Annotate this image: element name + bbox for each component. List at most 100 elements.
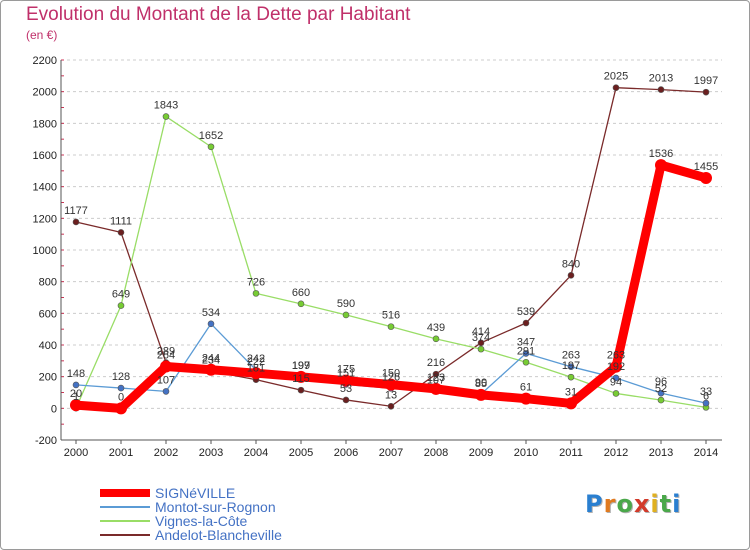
legend-label: Andelot-Blancheville [155,527,282,543]
data-label-s0: 85 [475,378,487,390]
data-label-s3: 13 [385,389,397,401]
data-label-s1: 33 [700,386,712,398]
data-label-s1: 263 [562,350,580,362]
data-point-s2 [297,300,305,308]
data-label-s0: 263 [607,350,625,362]
data-label-s0: 175 [337,364,355,376]
data-point-s0 [520,392,532,405]
data-label-s0: 222 [247,356,265,368]
legend-swatch [100,520,150,522]
data-label-s3: 289 [157,346,175,358]
logo-letter: t [659,490,673,518]
data-label-s0: 123 [427,372,445,384]
data-label-s1: 126 [382,371,400,383]
chart-subtitle: (en €) [26,28,58,42]
legend-item: Montot-sur-Rognon [100,499,330,515]
data-point-s3 [702,88,710,96]
data-label-s0: 20 [70,388,82,400]
data-label-s3: 216 [427,357,445,369]
data-label-s2: 52 [655,383,667,395]
data-label-s0: 61 [520,382,532,394]
data-label-s1: 107 [157,374,175,386]
x-tick-label: 2002 [154,447,178,459]
data-label-s2: 649 [112,289,130,301]
y-tick-label: 600 [39,308,57,320]
data-label-s3: 1111 [110,215,132,227]
x-tick-label: 2003 [199,447,223,459]
y-tick-label: 0 [51,403,57,415]
data-label-s3: 2013 [649,73,673,85]
data-point-s1 [522,350,530,357]
legend-label: Vignes-la-Côte [155,513,248,529]
legend-swatch [100,489,150,497]
data-point-s2 [432,335,440,343]
data-label-s1: 197 [292,360,310,372]
data-point-s2 [117,302,125,309]
data-label-s0: 199 [292,360,310,372]
data-label-s3: 840 [562,258,580,270]
data-point-s3 [432,370,440,378]
data-point-s3 [522,319,530,327]
data-label-s1: 128 [112,371,130,383]
x-tick-label: 2012 [604,447,628,459]
legend-swatch [100,534,150,536]
data-point-s1 [657,389,665,397]
x-tick-label: 2005 [289,447,313,459]
data-point-s0 [700,171,712,184]
data-label-s2: 1652 [199,130,223,142]
legend-item: Andelot-Blancheville [100,527,330,543]
data-label-s1: 148 [67,368,85,380]
data-point-s1 [612,374,620,382]
y-tick-label: 1200 [33,213,57,225]
data-label-s2: 726 [247,276,265,288]
data-label-s0: 150 [382,368,400,380]
data-label-s1: 192 [607,361,625,373]
data-label-s2: 1 [73,391,79,403]
data-label-s2: 197 [562,360,580,372]
data-point-s3 [342,396,350,404]
data-point-s0 [610,360,622,373]
data-label-s0: 264 [157,350,175,362]
chart-legend: SIGNéVILLE Montot-sur-Rognon Vignes-la-Côt… [100,485,330,543]
y-tick-label: 2200 [33,55,57,67]
y-tick-label: 200 [39,372,57,384]
data-point-s3 [72,218,80,226]
x-tick-label: 2008 [424,447,448,459]
data-label-s3: 539 [517,306,535,318]
data-point-s0 [205,363,217,376]
data-label-s0: 1536 [649,148,673,160]
data-label-s1: 242 [247,353,265,365]
x-tick-label: 2014 [694,447,718,459]
data-label-s2: 660 [292,287,310,299]
legend-label: SIGNéVILLE [155,485,236,501]
logo-letter: o [616,490,634,518]
data-label-s2: 291 [517,345,535,357]
data-point-s2 [252,290,260,297]
data-point-s0 [295,370,307,383]
data-point-s0 [160,360,172,373]
data-point-s0 [340,374,352,387]
data-point-s1 [72,381,80,389]
data-label-s2: 516 [382,310,400,322]
data-point-s0 [430,382,442,395]
data-point-s2 [207,143,215,151]
data-label-s3: 1997 [694,75,718,87]
data-point-s0 [565,397,577,410]
data-point-s1 [162,388,170,395]
y-tick-label: 1400 [33,182,57,194]
y-tick-label: 1000 [33,245,57,257]
data-point-s3 [477,339,485,347]
x-tick-label: 2009 [469,447,493,459]
logo-letter: x [633,490,651,518]
data-label-s2: 1843 [154,100,178,112]
x-tick-label: 2013 [649,447,673,459]
data-point-s3 [117,229,125,236]
x-tick-label: 2006 [334,447,358,459]
y-tick-label: 2000 [33,87,57,99]
data-label-s1: 534 [202,307,220,319]
data-point-s3 [612,84,620,92]
x-tick-label: 2011 [559,447,583,459]
data-label-s1: 96 [655,376,667,388]
data-point-s2 [477,345,485,353]
